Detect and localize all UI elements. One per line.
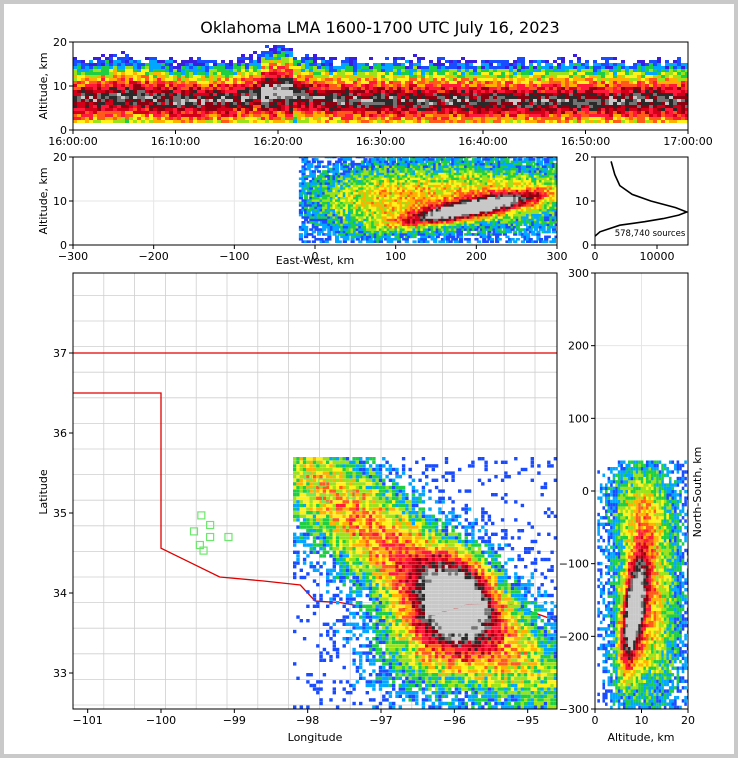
ew-altitude-density [298, 157, 557, 243]
altitude-histogram-panel: 578,740 sources [594, 156, 689, 246]
lma-station-marker [347, 490, 356, 499]
lma-station-marker [206, 520, 215, 530]
ns-altitude-ylabel: North-South, km [691, 447, 704, 538]
ns-altitude-y-tick-label: 100 [568, 412, 589, 425]
ns-altitude-xlabel: Altitude, km [607, 731, 674, 744]
lma-station-marker [189, 527, 199, 536]
plan-view-x-tick-label: −99 [223, 714, 246, 727]
time-altitude-x-tick-label: 16:00:00 [48, 135, 97, 148]
ns-altitude-y-tick-label: −200 [559, 630, 589, 643]
time-altitude-x-tick-label: 17:00:00 [663, 135, 712, 148]
time-altitude-x-tick-label: 16:50:00 [561, 135, 610, 148]
ew-altitude-y-tick-label: 10 [53, 195, 67, 208]
time-altitude-x-tick-label: 16:40:00 [458, 135, 507, 148]
lma-station-marker [321, 494, 331, 503]
altitude-histogram-line [595, 161, 688, 237]
time-altitude-y-tick-label: 20 [53, 36, 67, 49]
ns-altitude-x-tick-label: 10 [635, 714, 649, 727]
plan-view-y-tick-label: 36 [53, 427, 67, 440]
time-altitude-panel: Altitude, km [37, 41, 689, 131]
ew-altitude-x-tick-label: 200 [466, 250, 487, 263]
ew-altitude-y-tick-label: 20 [53, 151, 67, 164]
plan-view-xlabel: Longitude [288, 731, 343, 744]
histogram-y-tick-label: 10 [575, 195, 589, 208]
ns-altitude-y-tick-label: −100 [559, 558, 589, 571]
plan-view-x-tick-label: −101 [73, 714, 103, 727]
plan-view-y-tick-label: 35 [53, 507, 67, 520]
ew-altitude-y-tick-label: 0 [60, 239, 67, 252]
lma-station-marker [206, 532, 215, 542]
time-altitude-y-tick-label: 0 [60, 124, 67, 137]
lma-station-marker [224, 532, 233, 542]
time-altitude-x-tick-label: 16:10:00 [151, 135, 200, 148]
ew-altitude-x-tick-label: −100 [219, 250, 249, 263]
plan-view-frame [72, 272, 558, 710]
time-altitude-y-tick-label: 10 [53, 80, 67, 93]
ew-altitude-x-tick-label: 300 [547, 250, 568, 263]
plan-view-map [73, 273, 557, 709]
histogram-x-tick-label: 10000 [640, 250, 675, 263]
ew-altitude-panel: Altitude, km East-West, km [37, 156, 558, 267]
time-altitude-density [73, 45, 688, 123]
plan-view-x-tick-label: −95 [516, 714, 539, 727]
plan-view-x-tick-label: −96 [443, 714, 466, 727]
chart-title: Oklahoma LMA 1600-1700 UTC July 16, 2023 [200, 18, 559, 37]
ns-altitude-panel: Altitude, km North-South, km [594, 272, 704, 744]
lma-station-marker [318, 478, 327, 487]
plan-view-panel: Latitude Longitude [37, 272, 558, 744]
ns-altitude-x-tick-label: 20 [681, 714, 695, 727]
plan-view-x-tick-label: −97 [369, 714, 392, 727]
ew-altitude-x-tick-label: 100 [385, 250, 406, 263]
plan-view-ylabel: Latitude [37, 469, 50, 515]
plan-view-x-tick-label: −98 [296, 714, 319, 727]
plan-view-y-tick-label: 34 [53, 587, 67, 600]
ew-altitude-ylabel: Altitude, km [37, 167, 50, 234]
ew-altitude-x-tick-label: −200 [139, 250, 169, 263]
histogram-y-tick-label: 0 [582, 239, 589, 252]
state-boundary [73, 352, 557, 622]
lma-station-marker [199, 546, 208, 555]
ns-altitude-y-tick-label: −300 [559, 703, 589, 716]
ns-altitude-density [597, 460, 688, 709]
axis-ticks: 16:00:00 16:10:00 16:20:00 16:30:00 16:40:00… [48, 36, 712, 727]
lma-station-marker [197, 511, 206, 520]
ns-altitude-y-tick-label: 200 [568, 340, 589, 353]
lma-station-marker [303, 471, 312, 480]
ew-altitude-xlabel: East-West, km [276, 254, 354, 267]
time-altitude-x-tick-label: 16:30:00 [356, 135, 405, 148]
plan-view-x-tick-label: −100 [146, 714, 176, 727]
ns-altitude-x-tick-label: 0 [592, 714, 599, 727]
ns-altitude-y-tick-label: 300 [568, 267, 589, 280]
plan-view-y-tick-label: 37 [53, 347, 67, 360]
ew-altitude-x-tick-label: −300 [58, 250, 88, 263]
plan-view-y-tick-label: 33 [53, 667, 67, 680]
time-altitude-ylabel: Altitude, km [37, 52, 50, 119]
ns-altitude-y-tick-label: 0 [582, 485, 589, 498]
histogram-y-tick-label: 20 [575, 151, 589, 164]
lma-station-marker [307, 487, 316, 496]
histogram-x-tick-label: 0 [592, 250, 599, 263]
time-altitude-x-tick-label: 16:20:00 [253, 135, 302, 148]
source-count-label: 578,740 sources [615, 229, 686, 239]
ew-altitude-x-tick-label: 0 [312, 250, 319, 263]
